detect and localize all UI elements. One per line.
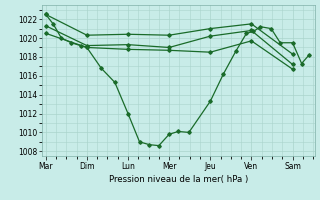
X-axis label: Pression niveau de la mer( hPa ): Pression niveau de la mer( hPa ) [109, 175, 248, 184]
